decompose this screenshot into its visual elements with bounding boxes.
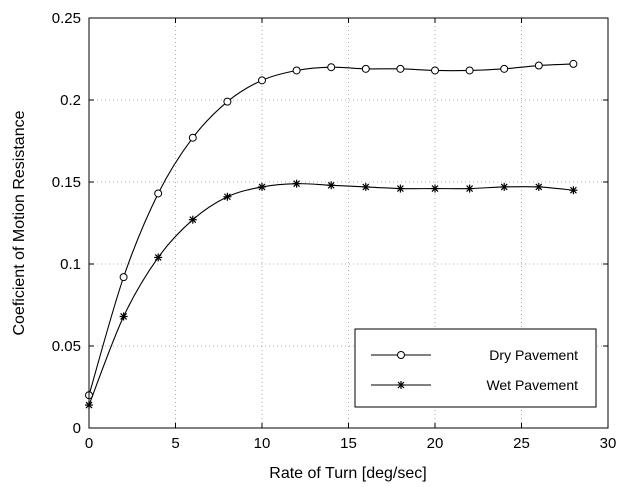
dry-pavement-point <box>292 66 301 75</box>
dry-pavement-point <box>361 64 370 73</box>
legend: Dry Pavement Wet Pavement <box>354 328 597 408</box>
asterisk-stroke <box>396 185 404 192</box>
asterisk-stroke <box>397 381 405 389</box>
wet-pavement-point <box>119 312 128 321</box>
dry-pavement-point <box>327 63 336 72</box>
x-tick-label: 15 <box>340 435 357 452</box>
asterisk-stroke <box>466 185 474 192</box>
x-tick-label: 5 <box>171 435 179 452</box>
wet-pavement-point <box>361 182 370 191</box>
ticks: 0 5 10 15 20 25 30 0 0.05 0.1 0.15 0.2 0.25 <box>52 10 617 452</box>
asterisk-stroke <box>362 183 370 191</box>
asterisk-stroke <box>258 183 266 191</box>
asterisk-stroke <box>327 181 335 189</box>
asterisk-stroke <box>569 186 577 194</box>
asterisk-stroke <box>431 185 439 192</box>
x-tick-label: 20 <box>427 435 444 452</box>
x-tick-label: 0 <box>85 435 93 452</box>
y-tick-label: 0 <box>73 420 81 437</box>
y-tick-label: 0.25 <box>52 10 81 27</box>
dry-pavement-point <box>119 273 128 282</box>
asterisk-stroke <box>154 254 162 261</box>
y-axis-title: Coeficient of Motion Resistance <box>11 110 28 335</box>
wet-pavement-point <box>292 179 301 188</box>
dry-pavement-point <box>465 66 474 75</box>
dry-pavement-point <box>188 133 197 142</box>
wet-pavement-point <box>327 181 336 190</box>
dry-pavement-point <box>223 97 232 106</box>
dry-pavement-point <box>258 76 266 85</box>
asterisk-stroke <box>223 193 231 201</box>
y-tick-label: 0.15 <box>52 174 81 191</box>
y-tick-label: 0.05 <box>52 338 81 355</box>
wet-pavement-point <box>500 182 509 191</box>
y-tick-label: 0.1 <box>60 256 81 273</box>
wet-pavement-point <box>223 192 232 201</box>
wet-pavement-point <box>431 184 439 193</box>
dry-pavement-point <box>431 66 439 75</box>
asterisk-stroke <box>500 183 508 191</box>
legend-wet-pavement-marker <box>397 381 405 389</box>
x-axis-title: Rate of Turn [deg/sec] <box>269 465 426 482</box>
series-layer <box>85 59 578 410</box>
asterisk-stroke <box>535 183 543 191</box>
asterisk-stroke <box>293 180 301 188</box>
y-tick-label: 0.2 <box>60 92 81 109</box>
dry-pavement-point <box>396 64 405 73</box>
x-tick-label: 30 <box>600 435 617 452</box>
asterisk-stroke <box>120 313 128 320</box>
dry-pavement-point <box>500 64 509 73</box>
wet-pavement-point <box>188 215 197 224</box>
legend-box <box>354 328 597 408</box>
wet-pavement-point <box>396 184 405 193</box>
wet-pavement-point <box>569 186 578 195</box>
x-tick-label: 25 <box>513 435 530 452</box>
wet-pavement-point <box>154 253 163 262</box>
dry-pavement-point <box>154 189 163 198</box>
x-tick-label: 10 <box>254 435 271 452</box>
dry-pavement-point <box>534 61 543 70</box>
wet-pavement-point <box>534 182 543 191</box>
legend-dry-pavement-marker <box>397 351 405 359</box>
dry-pavement-point <box>569 59 578 68</box>
legend-wet-pavement-label: Wet Pavement <box>486 377 578 393</box>
wet-pavement-point <box>465 184 474 193</box>
legend-dry-pavement-label: Dry Pavement <box>489 347 578 363</box>
asterisk-stroke <box>189 216 197 224</box>
wet-pavement-point <box>258 182 266 191</box>
